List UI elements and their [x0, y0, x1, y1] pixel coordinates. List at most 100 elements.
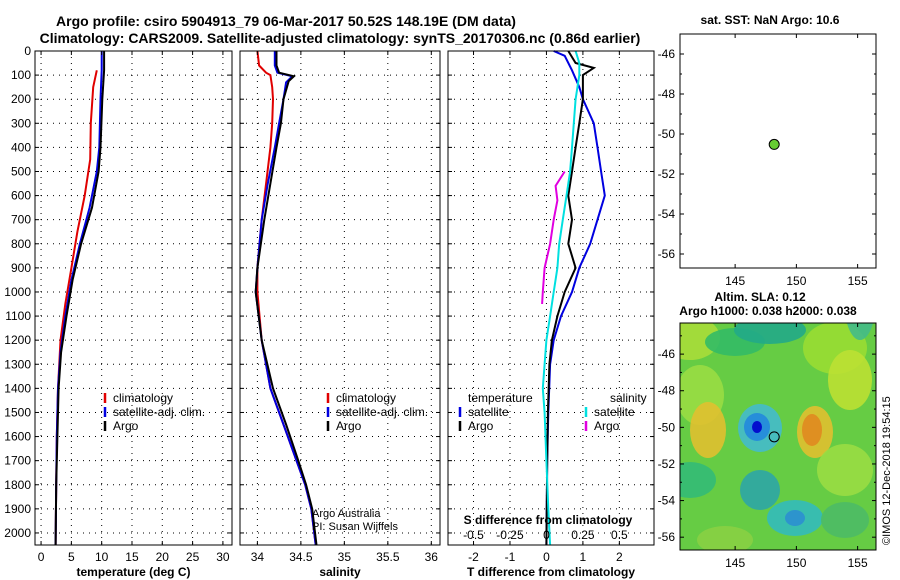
series-satellite-adj-clim-: [254, 51, 317, 546]
series-temperature-argo: [545, 50, 597, 546]
legend-label: satellite: [594, 405, 635, 419]
y-tick-label: 700: [11, 213, 31, 227]
y-tick-label: 300: [11, 116, 31, 130]
y-tick-label: 1500: [4, 405, 31, 419]
sla-feature: [680, 323, 720, 360]
legend-label: climatology: [336, 391, 396, 405]
x-tick-label: 25: [186, 550, 200, 564]
y-tick-label: -50: [658, 420, 676, 434]
y-tick-label: 1300: [4, 357, 31, 371]
legend-difference: temperaturesatelliteArgosalinitysatellit…: [458, 391, 647, 542]
x-tick-label-top: 0.5: [611, 528, 628, 542]
axes-frame: [447, 50, 655, 546]
sla-feature: [734, 323, 806, 344]
x-tick-label: 150: [786, 556, 806, 570]
sla-feature: [846, 323, 874, 340]
x-axis-label: T difference from climatology: [467, 565, 635, 579]
argo-position-marker: [768, 138, 780, 150]
argo-position-marker: [768, 431, 780, 443]
map-frame: [679, 33, 877, 269]
sla-feature: [785, 510, 805, 526]
map-frame: [679, 322, 877, 551]
series-satellite-adj-clim-: [54, 51, 103, 546]
x-tick-label: 34.5: [289, 550, 313, 564]
y-tick-label: 1800: [4, 478, 31, 492]
legend-label: satellite-adj. clim.: [336, 405, 428, 419]
legend-temperature-title: temperature: [468, 391, 533, 405]
y-tick-label: 1400: [4, 381, 31, 395]
y-tick-label: 0: [24, 44, 31, 58]
legend-label: Argo: [594, 419, 620, 433]
x-tick-label: 20: [156, 550, 170, 564]
x-tick-label: 145: [725, 556, 745, 570]
sla-title-line2: Argo h1000: 0.038 h2000: 0.038: [679, 304, 857, 318]
y-tick-label: -46: [658, 347, 676, 361]
y-tick-label: 100: [11, 68, 31, 82]
y-tick-label: 1100: [5, 309, 31, 323]
x-tick-label: -2: [468, 550, 479, 564]
sla-feature: [697, 526, 753, 550]
x-tick-label-top: 0.25: [571, 528, 595, 542]
x-tick-label: 36: [425, 550, 439, 564]
panel-annotation: Argo Australia: [312, 508, 381, 520]
series-argo: [54, 51, 106, 546]
x-tick-label: 0: [543, 550, 550, 564]
legend-label: Argo: [336, 419, 362, 433]
x-tick-label-top: -0.5: [463, 528, 484, 542]
y-tick-label: -52: [658, 167, 676, 181]
x-tick-label: -1: [505, 550, 516, 564]
y-tick-label: 200: [11, 92, 31, 106]
y-tick-label: 1000: [4, 285, 31, 299]
sla-feature: [740, 470, 780, 510]
x-tick-label: 10: [95, 550, 109, 564]
location-title: sat. SST: NaN Argo: 10.6: [701, 13, 840, 27]
x-tick-label: 145: [725, 274, 745, 288]
x-tick-label: 155: [848, 556, 868, 570]
y-tick-label: -56: [658, 247, 676, 261]
sla-feature: [821, 502, 869, 538]
panel-salinity: 34 34.5 35 35.5 36 salinity: [239, 50, 441, 579]
panel-sla: 145 150 155 -46 -48 -50 -52 -54 -56: [658, 322, 877, 570]
y-tick-label: 900: [11, 261, 31, 275]
x-axis-label: salinity: [319, 565, 361, 579]
panel-annotation: PI: Susan Wijffels: [312, 521, 398, 533]
series-argo: [254, 51, 318, 546]
axes-frame: [239, 50, 441, 546]
x-tick-label: 0: [38, 550, 45, 564]
x-tick-label: 15: [125, 550, 139, 564]
series-salinity-argo: [541, 170, 566, 305]
y-tick-label: 600: [11, 189, 31, 203]
y-tick-label: -50: [658, 127, 676, 141]
sla-title-line1: Altim. SLA: 0.12: [714, 290, 806, 304]
legend-label: satellite: [468, 405, 509, 419]
x-tick-label: 150: [786, 274, 806, 288]
sla-feature: [828, 350, 872, 410]
panel-location: 145 150 155 -46 -48 -50 -52 -54 -56: [658, 33, 877, 288]
sla-feature: [752, 421, 762, 433]
y-tick-label: 1200: [4, 333, 31, 347]
x-tick-label: 35.5: [376, 550, 400, 564]
legend-label: satellite-adj. clim.: [113, 405, 205, 419]
y-tick-label: 1600: [4, 430, 31, 444]
x-tick-label: 2: [616, 550, 623, 564]
y-tick-label: 800: [11, 237, 31, 251]
series-climatology: [256, 50, 317, 546]
x-tick-label: 34: [251, 550, 265, 564]
y-tick-label: 500: [11, 164, 31, 178]
title-line2: Climatology: CARS2009. Satellite-adjuste…: [40, 30, 641, 46]
panel-difference: -2 -1 0 1 2T difference from climatology: [447, 50, 655, 579]
y-tick-label: -54: [658, 494, 676, 508]
sla-feature: [817, 444, 873, 496]
legend-label: Argo: [468, 419, 494, 433]
x-tick-label: 5: [68, 550, 75, 564]
x-axis-label-top: S difference from climatology: [464, 513, 633, 527]
y-tick-label: -48: [658, 87, 676, 101]
axes-frame: [34, 50, 233, 546]
legend-salinity-title: salinity: [610, 391, 647, 405]
sla-feature: [802, 414, 822, 446]
x-tick-label: 30: [216, 550, 230, 564]
series-climatology: [54, 70, 98, 546]
